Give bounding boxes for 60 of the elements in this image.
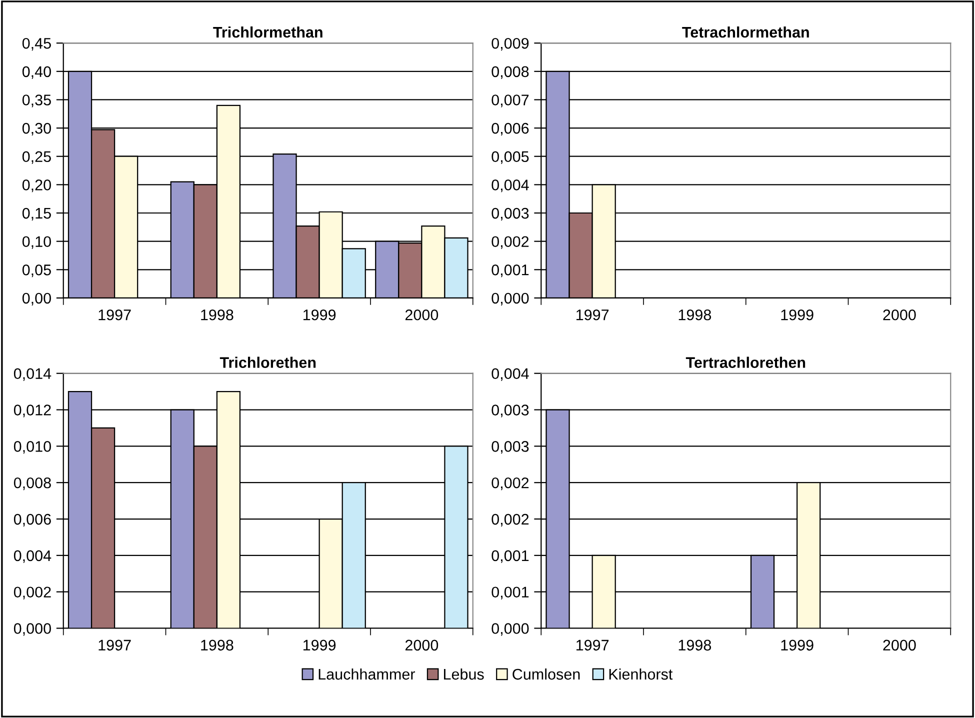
- y-tick-label: 0,10: [22, 236, 51, 249]
- y-tick-label: 0,012: [14, 404, 51, 418]
- y-tick-label: 0,002: [492, 514, 529, 526]
- y-tick-label: 0,002: [14, 586, 51, 600]
- chart-title: Tetrachlormethan: [682, 26, 809, 38]
- y-tick-label: 0,003: [492, 404, 529, 418]
- y-tick-label: 0,00: [22, 292, 51, 306]
- chart-title: Tertrachlorethen: [686, 356, 806, 368]
- y-tick-label: 0,004: [492, 368, 529, 381]
- x-tick-label: 1997: [98, 309, 131, 320]
- x-tick-label: 1998: [678, 309, 712, 320]
- legend-label: Lebus: [444, 668, 484, 680]
- y-tick-label: 0,000: [492, 292, 529, 306]
- x-tick-label: 1999: [781, 640, 814, 651]
- chart-title: Trichlorethen: [220, 356, 316, 368]
- chart-title: Trichlormethan: [213, 26, 322, 38]
- y-tick-label: 0,35: [22, 94, 51, 108]
- y-tick-label: 0,30: [22, 122, 51, 136]
- x-tick-label: 1999: [303, 309, 336, 320]
- y-tick-label: 0,006: [14, 514, 51, 526]
- x-tick-label: 2000: [405, 309, 438, 320]
- x-tick-label: 1999: [781, 309, 814, 320]
- y-tick-label: 0,000: [492, 623, 529, 636]
- x-tick-label: 1998: [201, 309, 234, 320]
- y-tick-label: 0,002: [492, 236, 529, 249]
- x-tick-label: 1999: [303, 640, 336, 651]
- legend-label: Kienhorst: [609, 668, 673, 680]
- y-tick-label: 0,003: [492, 208, 529, 220]
- y-tick-label: 0,004: [492, 180, 529, 192]
- y-tick-label: 0,001: [492, 264, 529, 278]
- y-tick-label: 0,000: [14, 623, 51, 636]
- y-tick-label: 0,40: [22, 66, 51, 79]
- y-tick-label: 0,010: [14, 441, 51, 454]
- y-tick-label: 0,001: [492, 550, 529, 563]
- y-tick-label: 0,007: [492, 94, 529, 108]
- y-tick-label: 0,006: [492, 122, 529, 136]
- y-tick-label: 0,014: [14, 368, 52, 381]
- legend-label: Cumlosen: [512, 668, 580, 680]
- y-tick-label: 0,20: [22, 180, 51, 192]
- y-tick-label: 0,45: [22, 38, 51, 51]
- x-tick-label: 1997: [576, 640, 609, 651]
- x-tick-label: 2000: [883, 309, 916, 320]
- x-tick-label: 1998: [201, 640, 234, 651]
- x-tick-label: 1998: [678, 640, 712, 651]
- y-tick-label: 0,003: [492, 441, 529, 454]
- y-tick-label: 0,002: [492, 477, 529, 490]
- x-tick-label: 2000: [883, 640, 916, 651]
- y-tick-label: 0,004: [14, 550, 52, 563]
- legend-label: Lauchhammer: [318, 668, 415, 680]
- x-tick-label: 1997: [98, 640, 131, 651]
- y-tick-label: 0,008: [492, 66, 529, 79]
- y-tick-label: 0,001: [492, 586, 529, 600]
- y-tick-label: 0,009: [492, 38, 529, 51]
- y-tick-label: 0,15: [22, 208, 51, 220]
- y-tick-label: 0,05: [22, 264, 51, 278]
- y-tick-label: 0,25: [22, 151, 51, 164]
- x-tick-label: 2000: [405, 640, 438, 651]
- x-tick-label: 1997: [576, 309, 609, 320]
- y-tick-label: 0,005: [492, 151, 529, 164]
- y-tick-label: 0,008: [14, 477, 51, 490]
